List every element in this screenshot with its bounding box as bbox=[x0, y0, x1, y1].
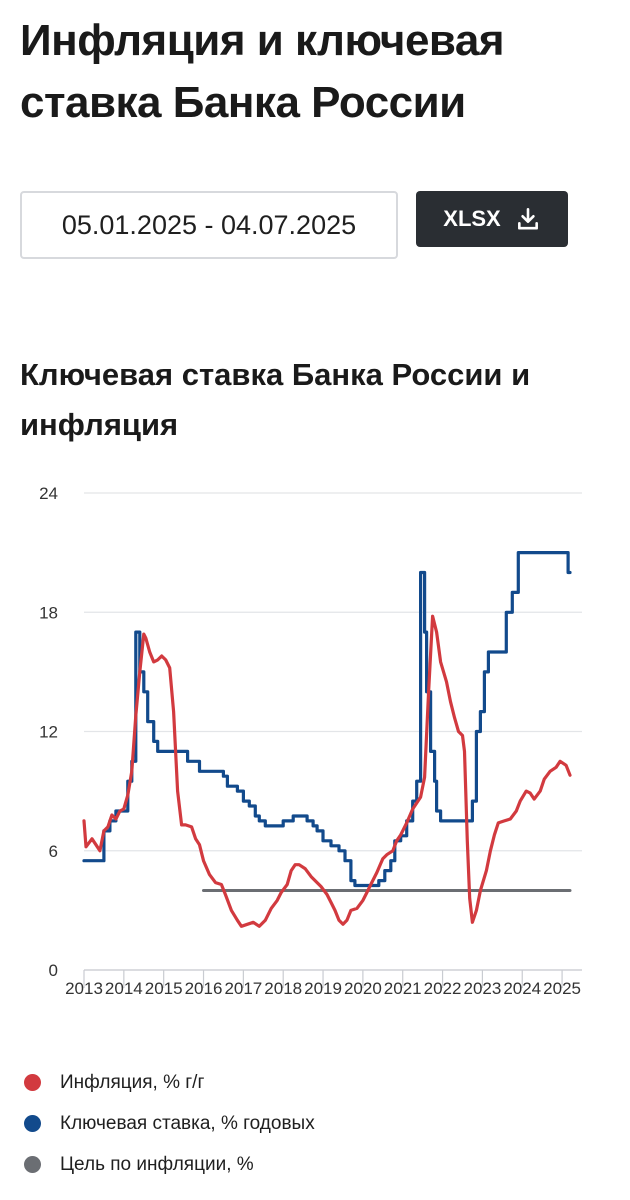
legend-dot-key-rate bbox=[24, 1115, 41, 1132]
y-axis-labels: 0 6 12 18 24 bbox=[39, 484, 58, 980]
x-tick-label: 2021 bbox=[384, 979, 422, 998]
legend-item-key-rate[interactable]: Ключевая ставка, % годовых bbox=[24, 1103, 315, 1144]
chart-title: Ключевая ставка Банка России и инфляция bbox=[20, 357, 531, 442]
xlsx-download-button[interactable]: XLSX bbox=[416, 191, 568, 247]
legend: Инфляция, % г/г Ключевая ставка, % годов… bbox=[24, 1062, 315, 1185]
x-tick-label: 2025 bbox=[543, 979, 581, 998]
x-tick-label: 2018 bbox=[264, 979, 302, 998]
x-tick-label: 2024 bbox=[503, 979, 541, 998]
series-line-inflation bbox=[82, 614, 572, 928]
legend-item-inflation[interactable]: Инфляция, % г/г bbox=[24, 1062, 315, 1103]
y-tick-label: 0 bbox=[49, 961, 58, 980]
grid-lines bbox=[84, 492, 582, 971]
x-axis-labels: 2013 2014 2015 2016 2017 2018 2019 2020 2021 2022… bbox=[65, 970, 581, 998]
x-tick-label: 2017 bbox=[224, 979, 262, 998]
y-tick-label: 6 bbox=[49, 842, 58, 861]
legend-item-target[interactable]: Цель по инфляции, % bbox=[24, 1144, 315, 1185]
x-tick-label: 2023 bbox=[463, 979, 501, 998]
x-tick-label: 2016 bbox=[185, 979, 223, 998]
y-tick-label: 12 bbox=[39, 723, 58, 742]
series-line-key-rate bbox=[82, 551, 572, 888]
x-tick-label: 2013 bbox=[65, 979, 103, 998]
legend-dot-target bbox=[24, 1156, 41, 1173]
legend-label-inflation: Инфляция, % г/г bbox=[60, 1071, 205, 1093]
x-tick-label: 2014 bbox=[105, 979, 143, 998]
x-tick-label: 2019 bbox=[304, 979, 342, 998]
x-tick-label: 2020 bbox=[344, 979, 382, 998]
legend-label-target: Цель по инфляции, % bbox=[60, 1153, 254, 1175]
xlsx-button-label: XLSX bbox=[443, 206, 501, 231]
legend-dot-inflation bbox=[24, 1074, 41, 1091]
x-tick-label: 2015 bbox=[145, 979, 183, 998]
page-title: Инфляция и ключевая ставка Банка России bbox=[20, 16, 505, 127]
y-tick-label: 18 bbox=[39, 603, 58, 622]
download-icon bbox=[517, 207, 538, 230]
y-tick-label: 24 bbox=[39, 484, 58, 503]
series-lines bbox=[82, 551, 572, 928]
legend-label-key-rate: Ключевая ставка, % годовых bbox=[60, 1112, 315, 1134]
date-range-input[interactable]: 05.01.2025 - 04.07.2025 bbox=[20, 191, 398, 259]
x-tick-label: 2022 bbox=[424, 979, 462, 998]
